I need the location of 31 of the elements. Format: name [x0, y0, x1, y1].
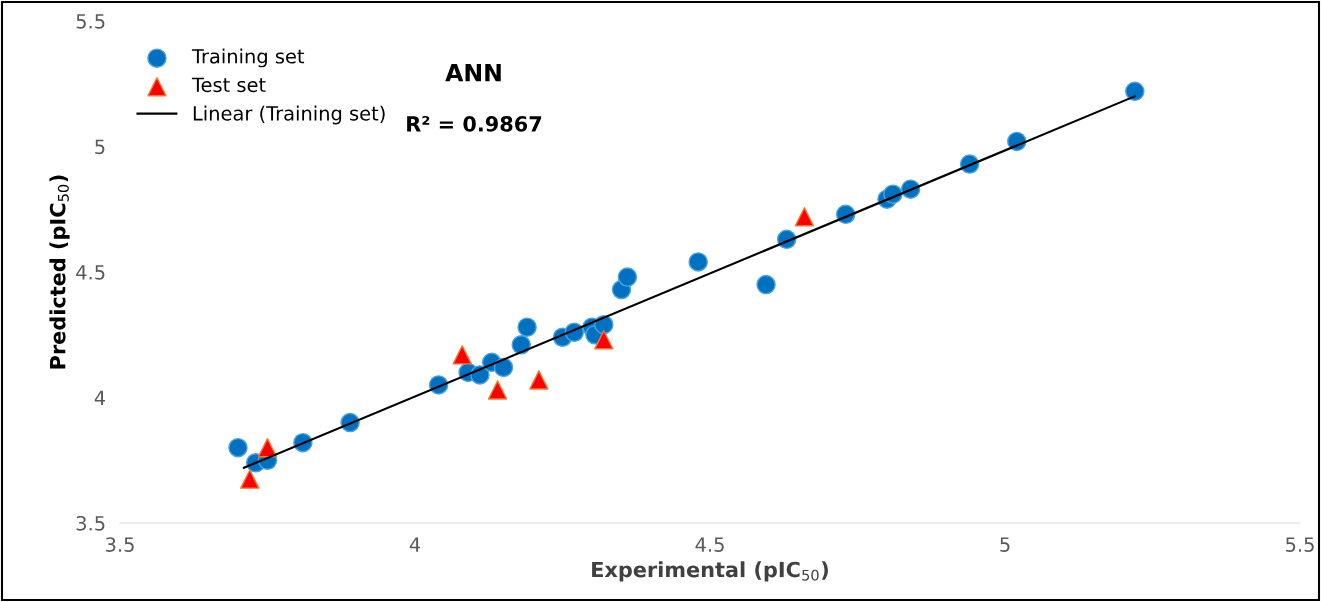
point: [257, 437, 278, 458]
x-tick-label: 4.5: [695, 537, 724, 552]
point: [240, 469, 260, 489]
point: [1125, 81, 1145, 102]
y-tick-label: 5: [95, 139, 105, 155]
y-tick-label: 5.5: [76, 14, 105, 29]
point: [517, 317, 537, 337]
point: [493, 357, 514, 378]
x-tick-label: 3.5: [106, 537, 134, 552]
legend-label: Training set: [191, 48, 305, 68]
annotation: R² = 0.9867: [407, 115, 542, 132]
y-tick-label: 4: [94, 390, 106, 405]
point: [452, 345, 472, 365]
point: [594, 330, 614, 350]
point: [487, 380, 508, 400]
point: [617, 267, 638, 287]
legend-label: Linear (Training set): [193, 105, 385, 125]
point: [688, 252, 708, 272]
legend-label: Test set: [191, 77, 266, 93]
point: [756, 274, 776, 295]
text: ANN: [445, 64, 501, 82]
x-axis-title: Experimental (pIC$_{50}$): [592, 561, 828, 582]
point: [529, 370, 549, 390]
y-tick-label: 3.5: [76, 515, 105, 531]
point: [794, 207, 815, 227]
x-tick-label: 5.5: [1286, 537, 1314, 552]
y-axis-title: Predicted (pIC$_{50}$): [49, 175, 70, 369]
x-tick-label: 5: [1000, 537, 1010, 552]
y-tick-label: 4.5: [76, 265, 105, 280]
x-tick-label: 4: [409, 537, 421, 552]
point: [228, 437, 248, 458]
